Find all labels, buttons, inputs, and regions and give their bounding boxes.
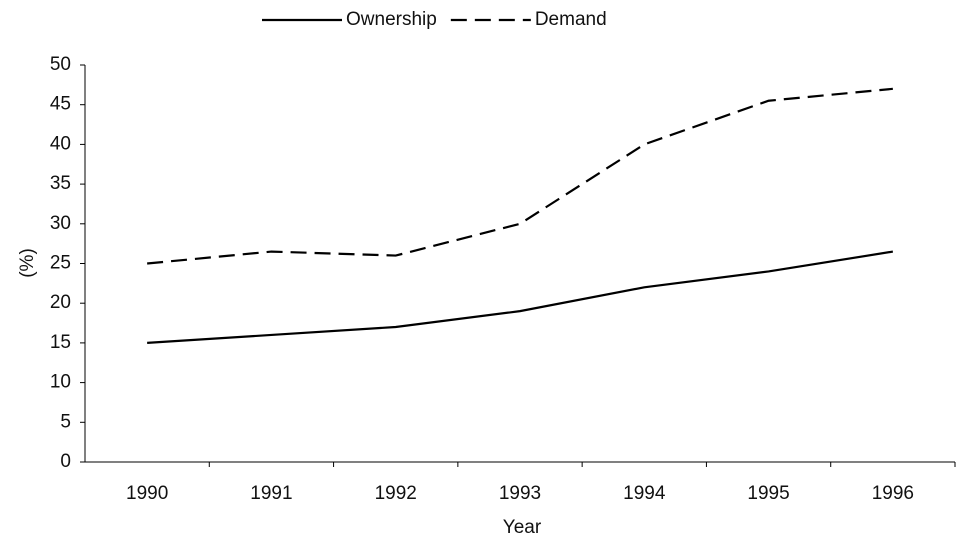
y-tick-label: 0 [60, 451, 71, 472]
series-line [147, 87, 893, 265]
y-tick-label: 30 [50, 213, 71, 234]
y-tick-label: 40 [50, 133, 71, 154]
legend-label: Ownership [346, 9, 437, 30]
x-tick-label: 1993 [499, 483, 541, 504]
x-tick-label: 1990 [126, 483, 168, 504]
y-tick-label: 20 [50, 292, 71, 313]
series-line [147, 250, 894, 344]
y-tick-label: 15 [50, 332, 71, 353]
y-tick-label: 50 [50, 54, 71, 75]
x-tick-label: 1996 [872, 483, 914, 504]
y-tick-label: 35 [50, 173, 71, 194]
y-tick-label: 10 [50, 372, 71, 393]
legend-label: Demand [535, 9, 607, 30]
y-tick-label: 45 [50, 94, 71, 115]
x-tick-label: 1992 [375, 483, 417, 504]
x-tick-label: 1995 [747, 483, 789, 504]
y-tick-label: 5 [60, 411, 71, 432]
y-axis-label: (%) [17, 248, 38, 278]
x-tick-label: 1991 [250, 483, 292, 504]
x-tick-label: 1994 [623, 483, 666, 504]
y-tick-label: 25 [50, 253, 71, 274]
x-axis-label: Year [503, 517, 542, 538]
